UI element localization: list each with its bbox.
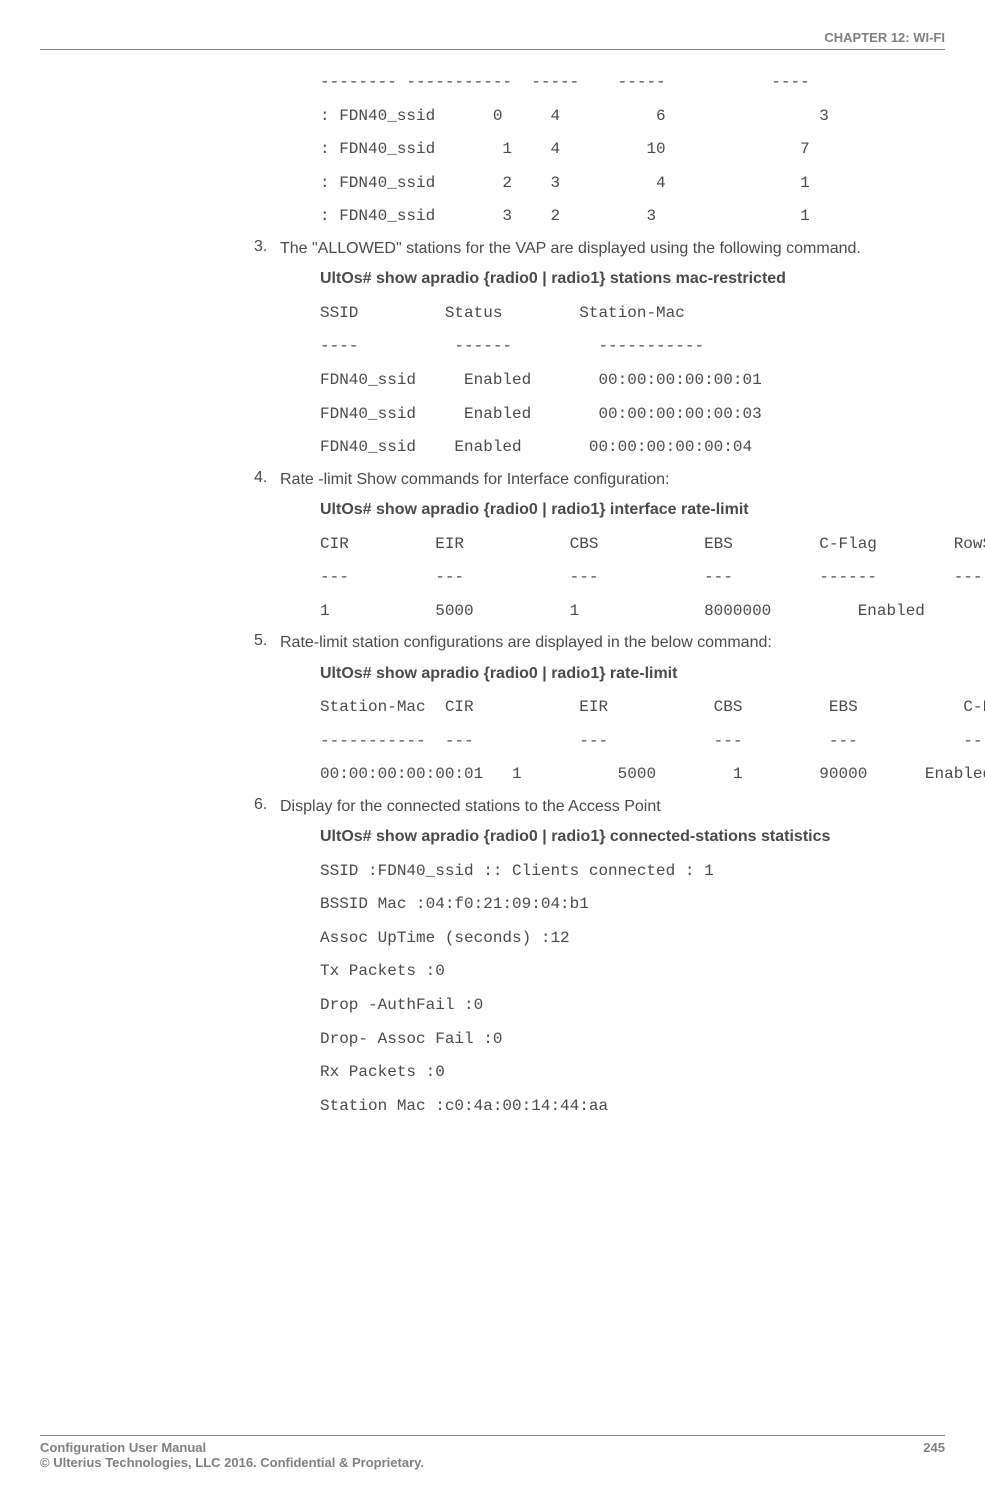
page-footer: Configuration User Manual © Ulterius Tec… xyxy=(40,1435,945,1470)
list-item-4: 4. Rate -limit Show commands for Interfa… xyxy=(254,469,935,491)
output-line: -------- ----------- ----- ----- ---- xyxy=(320,70,935,96)
output-line: SSID Status Station-Mac xyxy=(320,301,935,327)
list-item-5: 5. Rate-limit station configurations are… xyxy=(254,632,935,654)
output-line: : FDN40_ssid 3 2 3 1 xyxy=(320,204,935,230)
output-line: SSID :FDN40_ssid :: Clients connected : … xyxy=(320,859,935,885)
item-number: 5. xyxy=(254,632,280,654)
output-line: Assoc UpTime (seconds) :12 xyxy=(320,926,935,952)
item3-output: SSID Status Station-Mac ---- ------ ----… xyxy=(320,301,935,461)
output-line: ---- ------ ----------- xyxy=(320,334,935,360)
command: UltOs# show apradio {radio0 | radio1} st… xyxy=(320,268,935,290)
block1-output: -------- ----------- ----- ----- ---- : … xyxy=(320,70,935,230)
output-line: Tx Packets :0 xyxy=(320,959,935,985)
command: UltOs# show apradio {radio0 | radio1} in… xyxy=(320,499,935,521)
output-line: Station-Mac CIR EIR CBS EBS C-Flag RowSt… xyxy=(320,695,935,721)
output-line: FDN40_ssid Enabled 00:00:00:00:00:01 xyxy=(320,368,935,394)
command: UltOs# show apradio {radio0 | radio1} ra… xyxy=(320,663,935,685)
output-line: CIR EIR CBS EBS C-Flag RowStatus xyxy=(320,532,935,558)
list-item-3: 3. The "ALLOWED" stations for the VAP ar… xyxy=(254,238,935,260)
item5-output: Station-Mac CIR EIR CBS EBS C-Flag RowSt… xyxy=(320,695,935,788)
footer-left: Configuration User Manual © Ulterius Tec… xyxy=(40,1440,424,1470)
output-line: --- --- --- --- ------ --------- xyxy=(320,565,935,591)
item-text: Rate-limit station configurations are di… xyxy=(280,632,772,654)
output-line: Drop -AuthFail :0 xyxy=(320,993,935,1019)
output-line: ----------- --- --- --- --- ------ -----… xyxy=(320,729,935,755)
output-line: BSSID Mac :04:f0:21:09:04:b1 xyxy=(320,892,935,918)
output-line: FDN40_ssid Enabled 00:00:00:00:00:03 xyxy=(320,402,935,428)
output-line: : FDN40_ssid 0 4 6 3 xyxy=(320,104,935,130)
item-number: 4. xyxy=(254,469,280,491)
command: UltOs# show apradio {radio0 | radio1} co… xyxy=(320,826,935,848)
output-line: Rx Packets :0 xyxy=(320,1060,935,1086)
output-line: : FDN40_ssid 1 4 10 7 xyxy=(320,137,935,163)
item-number: 3. xyxy=(254,238,280,260)
page-header: CHAPTER 12: WI-FI xyxy=(40,30,945,50)
list-item-6: 6. Display for the connected stations to… xyxy=(254,796,935,818)
item-text: Rate -limit Show commands for Interface … xyxy=(280,469,670,491)
item6-output: SSID :FDN40_ssid :: Clients connected : … xyxy=(320,859,935,1120)
output-line: Station Mac :c0:4a:00:14:44:aa xyxy=(320,1094,935,1120)
output-line: 00:00:00:00:00:01 1 5000 1 90000 Enabled… xyxy=(320,762,935,788)
output-line: : FDN40_ssid 2 3 4 1 xyxy=(320,171,935,197)
main-content: -------- ----------- ----- ----- ---- : … xyxy=(280,70,935,1119)
item4-output: CIR EIR CBS EBS C-Flag RowStatus --- ---… xyxy=(320,532,935,625)
chapter-title: CHAPTER 12: WI-FI xyxy=(824,30,945,45)
manual-title: Configuration User Manual xyxy=(40,1440,424,1455)
item-number: 6. xyxy=(254,796,280,818)
item-text: The "ALLOWED" stations for the VAP are d… xyxy=(280,238,861,260)
copyright: © Ulterius Technologies, LLC 2016. Confi… xyxy=(40,1455,424,1470)
output-line: 1 5000 1 8000000 Enabled Active xyxy=(320,599,935,625)
output-line: FDN40_ssid Enabled 00:00:00:00:00:04 xyxy=(320,435,935,461)
page-number: 245 xyxy=(923,1440,945,1470)
output-line: Drop- Assoc Fail :0 xyxy=(320,1027,935,1053)
item-text: Display for the connected stations to th… xyxy=(280,796,661,818)
